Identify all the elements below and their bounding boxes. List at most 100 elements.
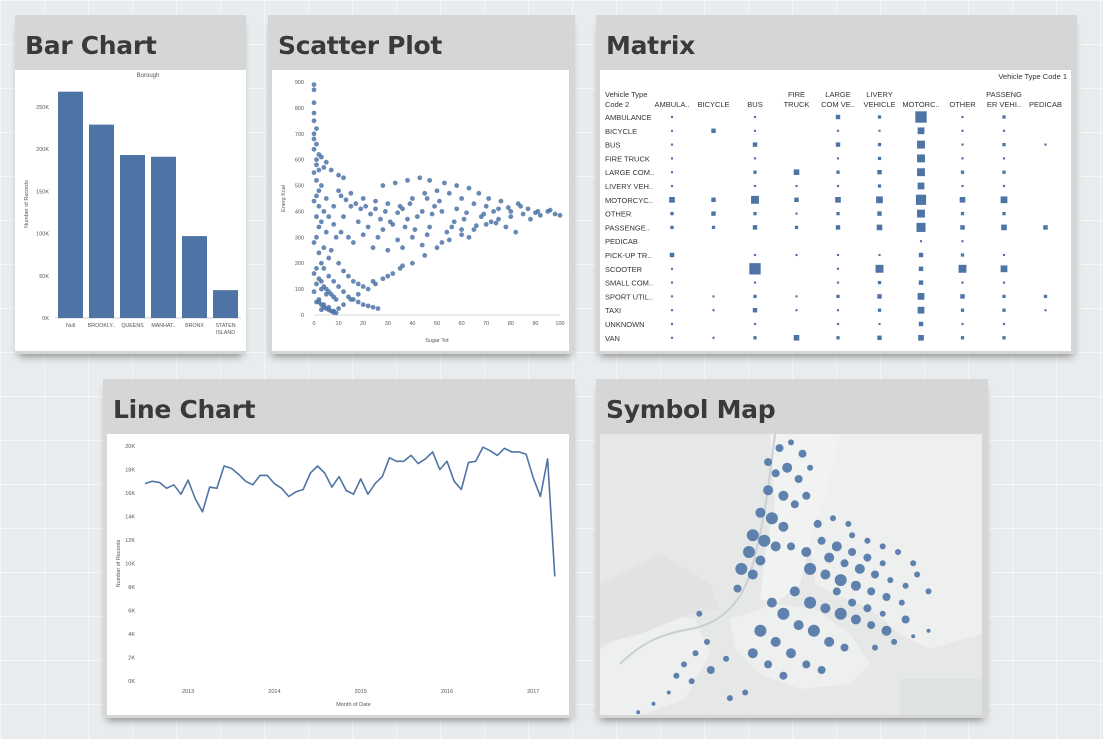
scatter-point bbox=[437, 198, 442, 204]
scatter-y-tick-label: 600 bbox=[295, 158, 304, 164]
map-symbol bbox=[723, 655, 730, 662]
scatter-point bbox=[311, 131, 317, 137]
map-symbol bbox=[804, 562, 817, 575]
symbol-map-viz[interactable] bbox=[600, 434, 982, 715]
matrix-cell bbox=[875, 264, 884, 273]
map-symbol bbox=[666, 690, 671, 695]
bar-chart-viz[interactable]: Borough Number of Records 0K 50K 100K 150K 200… bbox=[15, 70, 246, 351]
map-symbol bbox=[848, 598, 857, 607]
scatter-y-tick-label: 900 bbox=[295, 80, 304, 86]
map-symbol bbox=[863, 553, 872, 562]
matrix-cell bbox=[670, 281, 674, 284]
matrix-cell bbox=[752, 225, 758, 230]
scatter-y-tick-label: 500 bbox=[295, 184, 304, 190]
matrix-cell bbox=[836, 294, 840, 299]
matrix-cell bbox=[753, 184, 757, 188]
scatter-point bbox=[508, 214, 514, 220]
matrix-cell bbox=[961, 143, 964, 146]
map-symbol bbox=[787, 542, 795, 551]
map-water bbox=[900, 679, 982, 715]
matrix-column-header: Vehicle Type Code 1 bbox=[998, 72, 1067, 81]
map-symbol bbox=[840, 559, 849, 568]
line-x-tick-label: 2016 bbox=[441, 689, 453, 695]
scatter-point bbox=[491, 209, 496, 214]
scatter-x-tick-label: 10 bbox=[336, 321, 342, 327]
line-chart-svg: 0K 2K 4K 6K 8K 10K 12K 14K 16K 18K 20K 2013 2014 2015… bbox=[116, 444, 556, 708]
matrix-column-label: BICYCLE bbox=[697, 100, 729, 109]
scatter-point bbox=[419, 242, 425, 248]
matrix-cell bbox=[917, 293, 925, 300]
matrix-cell bbox=[836, 211, 840, 216]
scatter-point bbox=[446, 190, 452, 196]
matrix-cell bbox=[670, 157, 674, 160]
matrix-cell bbox=[835, 197, 841, 203]
scatter-point bbox=[515, 201, 521, 207]
scatter-point bbox=[410, 196, 415, 201]
line-chart-viz[interactable]: 0K 2K 4K 6K 8K 10K 12K 14K 16K 18K 20K 2013 2014 2015… bbox=[107, 434, 569, 715]
scatter-point bbox=[446, 237, 452, 243]
matrix-cell bbox=[712, 336, 715, 339]
matrix-viz[interactable]: Vehicle Type Code 1 Vehicle Type Code 2 AMB… bbox=[600, 70, 1071, 351]
scatter-point bbox=[422, 190, 428, 196]
scatter-point bbox=[424, 232, 430, 238]
matrix-row-header: Vehicle Type bbox=[605, 90, 647, 99]
matrix-cell bbox=[917, 306, 925, 314]
map-symbol bbox=[849, 532, 856, 539]
matrix-row-label: TAXI bbox=[605, 306, 621, 315]
matrix-cell bbox=[960, 211, 965, 216]
scatter-point bbox=[350, 240, 356, 245]
scatter-point bbox=[390, 271, 396, 276]
scatter-point bbox=[311, 170, 317, 176]
scatter-point bbox=[410, 260, 415, 266]
scatter-point bbox=[311, 136, 317, 142]
matrix-cell bbox=[669, 197, 675, 203]
bar-y-tick-label: 100K bbox=[36, 232, 49, 238]
bar-3 bbox=[151, 156, 176, 318]
scatter-point bbox=[341, 214, 346, 220]
scatter-point bbox=[348, 203, 354, 209]
scatter-point bbox=[441, 180, 447, 186]
matrix-cell bbox=[836, 281, 840, 284]
scatter-point bbox=[466, 234, 472, 240]
scatter-point bbox=[355, 299, 361, 305]
matrix-cell bbox=[1002, 157, 1006, 160]
map-symbol bbox=[692, 650, 699, 657]
bar-x-tick-label: ISLAND bbox=[216, 330, 235, 336]
scatter-point bbox=[311, 82, 317, 87]
bar-x-tick-label: QUEENS bbox=[121, 323, 144, 329]
matrix-cell bbox=[835, 114, 841, 120]
scatter-point bbox=[432, 203, 437, 209]
scatter-point bbox=[338, 229, 344, 235]
scatter-plot-viz[interactable]: 0 100 200 300 400 500 600 700 800 900 0 10 20 30 40 50 6… bbox=[272, 70, 569, 351]
map-symbol bbox=[771, 469, 780, 478]
matrix-row-label: PASSENGE.. bbox=[605, 223, 650, 232]
map-symbol bbox=[910, 560, 917, 567]
scatter-point bbox=[331, 221, 337, 227]
map-symbol bbox=[801, 547, 812, 557]
map-symbol bbox=[911, 634, 916, 639]
scatter-point bbox=[513, 229, 519, 235]
matrix-cell bbox=[877, 142, 882, 147]
bar-4 bbox=[182, 236, 207, 318]
bar-y-tick-label: 50K bbox=[39, 274, 49, 280]
scatter-point bbox=[373, 198, 378, 204]
matrix-cell bbox=[670, 115, 674, 119]
scatter-point bbox=[385, 273, 391, 279]
map-symbol bbox=[834, 607, 847, 620]
map-symbol bbox=[850, 614, 861, 625]
map-symbol bbox=[824, 636, 835, 647]
line-y-tick-label: 10K bbox=[125, 562, 135, 568]
scatter-point bbox=[355, 281, 361, 287]
bar-y-tick-label: 150K bbox=[36, 189, 49, 195]
matrix-cell bbox=[1002, 170, 1006, 174]
scatter-x-tick-label: 40 bbox=[409, 321, 415, 327]
scatter-point bbox=[336, 306, 341, 311]
scatter-point bbox=[368, 211, 373, 217]
matrix-cell bbox=[711, 211, 716, 216]
scatter-point bbox=[331, 278, 337, 284]
scatter-point bbox=[333, 297, 339, 302]
matrix-title: Matrix bbox=[606, 31, 695, 60]
matrix-card: Matrix Vehicle Type Code 1 Vehicle Type Co… bbox=[596, 15, 1077, 354]
scatter-point bbox=[316, 224, 322, 230]
map-symbol bbox=[807, 624, 820, 637]
